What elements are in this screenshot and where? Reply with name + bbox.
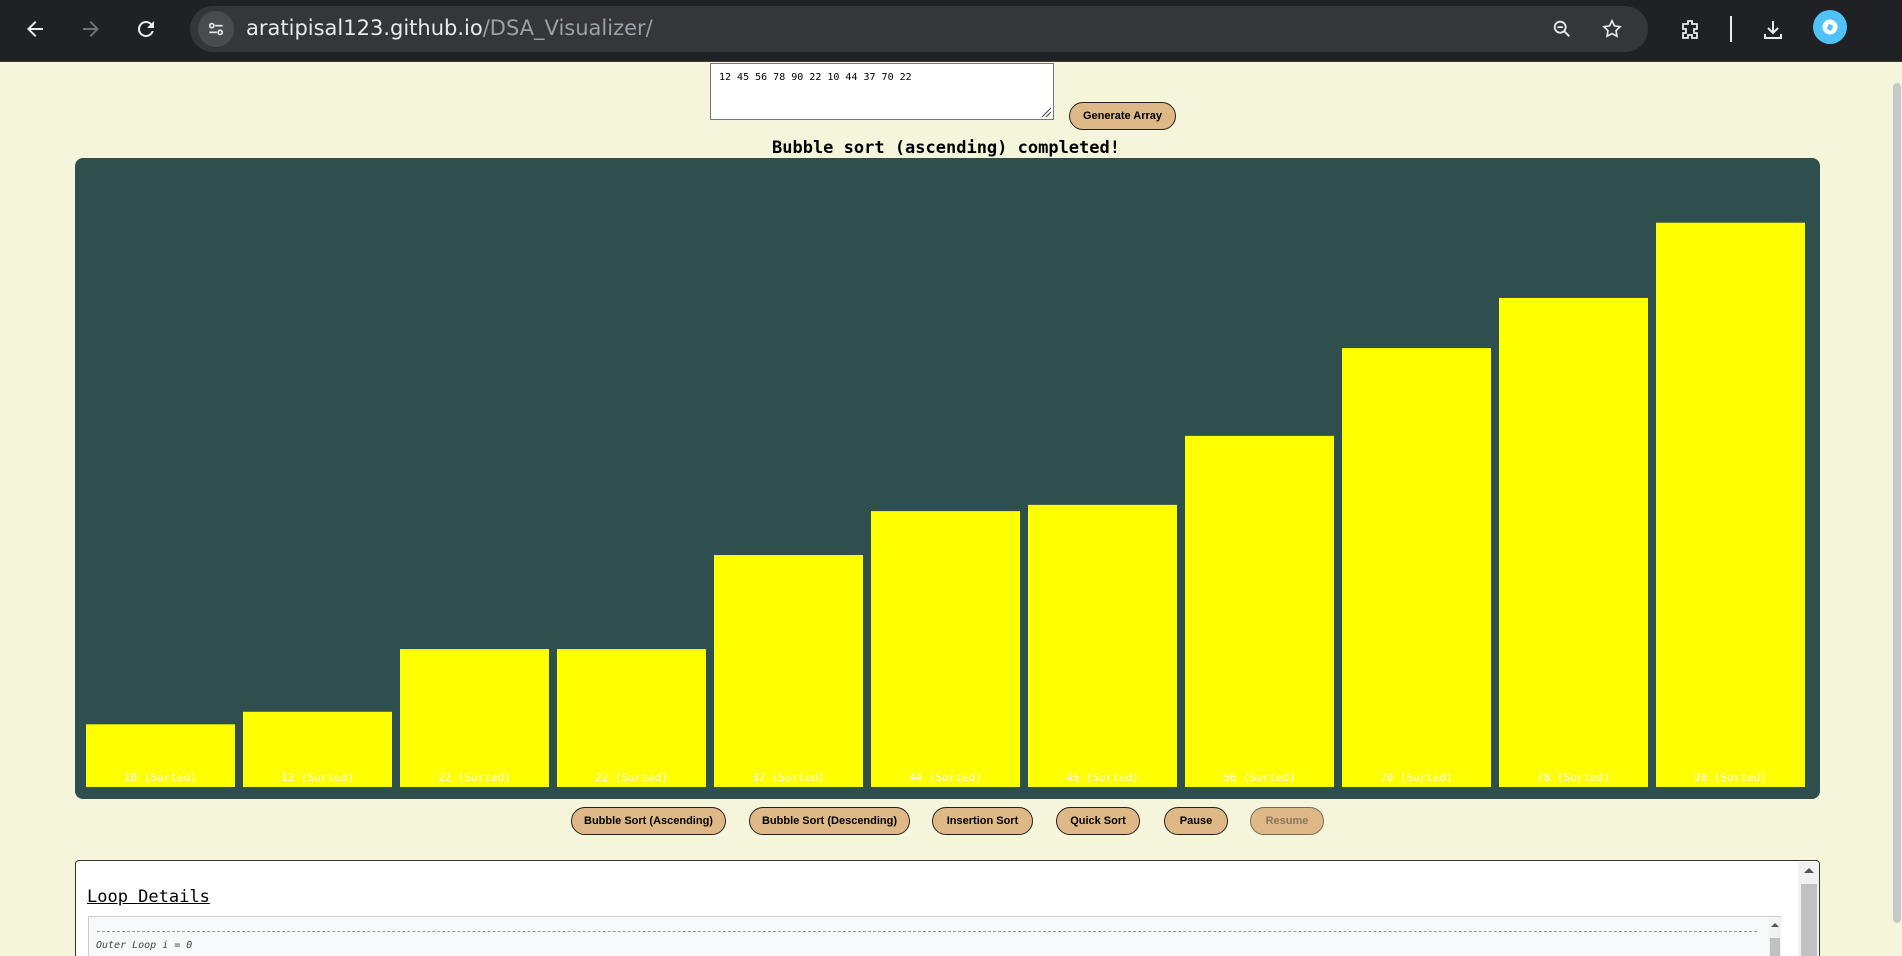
arrow-right-icon [83,21,99,37]
scroll-up-icon[interactable] [1769,919,1781,931]
loop-details-title: Loop Details [87,887,210,907]
bar [1028,504,1177,787]
page-scrollbar[interactable] [1890,63,1902,956]
avatar-icon [1822,19,1838,35]
zoom-icon[interactable] [1548,15,1576,43]
bar-label: 78 (Sorted) [1537,771,1610,784]
log-divider [97,931,1757,932]
bar-label: 44 (Sorted) [909,771,982,784]
url-text: aratipisal123.github.io/DSA_Visualizer/ [246,16,653,40]
bar [1499,297,1648,787]
reload-icon [137,20,154,37]
resume-button[interactable]: Resume [1250,807,1324,835]
bar-label: 22 (Sorted) [595,771,668,784]
array-input[interactable]: 12 45 56 78 90 22 10 44 37 70 22 [710,63,1054,120]
bar-label: 56 (Sorted) [1223,771,1296,784]
download-icon[interactable] [1753,10,1793,50]
toolbar-separator [1730,16,1732,42]
bar [871,511,1020,787]
generate-array-button[interactable]: Generate Array [1069,102,1176,130]
loop-details-panel: Loop Details Outer Loop i = 0 [75,860,1820,956]
resize-grip-icon[interactable] [1040,106,1052,118]
log-line: Outer Loop i = 0 [96,940,193,951]
bar [243,711,392,787]
bar-label: 22 (Sorted) [438,771,511,784]
page-content: 12 45 56 78 90 22 10 44 37 70 22 Generat… [0,63,1902,956]
site-info-icon[interactable] [198,11,234,47]
arrow-left-icon [27,21,43,37]
back-button[interactable] [14,8,56,50]
status-message: Bubble sort (ascending) completed! [772,138,1120,158]
page-scrollbar-thumb[interactable] [1893,83,1901,923]
bar-label: 45 (Sorted) [1066,771,1139,784]
bar-label: 12 (Sorted) [281,771,354,784]
bar-label: 10 (Sorted) [124,771,197,784]
loop-log: Outer Loop i = 0 [88,916,1781,956]
extensions-icon[interactable] [1670,10,1710,50]
bar-label: 70 (Sorted) [1380,771,1453,784]
panel-scrollbar-thumb[interactable] [1801,884,1817,956]
bar-label: 37 (Sorted) [752,771,825,784]
insertion-sort-button[interactable]: Insertion Sort [932,807,1033,835]
quick-sort-button[interactable]: Quick Sort [1056,807,1140,835]
bubble-sort-ascending-button[interactable]: Bubble Sort (Ascending) [571,807,726,835]
bar [1185,435,1334,787]
scroll-up-icon[interactable] [1798,862,1820,878]
log-scrollbar[interactable] [1769,918,1781,956]
panel-scrollbar[interactable] [1798,862,1820,956]
bubble-sort-descending-button[interactable]: Bubble Sort (Descending) [749,807,910,835]
profile-avatar[interactable] [1813,10,1847,44]
browser-toolbar: aratipisal123.github.io/DSA_Visualizer/ [0,0,1902,62]
bar [1656,222,1805,787]
pause-button[interactable]: Pause [1164,807,1228,835]
address-bar[interactable]: aratipisal123.github.io/DSA_Visualizer/ [190,6,1648,52]
bar-chart: 10 (Sorted) 12 (Sorted) 22 (Sorted) 22 (Sor… [75,158,1820,799]
forward-button[interactable] [70,8,112,50]
bar [1342,348,1491,787]
bar [714,555,863,787]
bar [86,724,235,787]
log-scrollbar-thumb[interactable] [1770,938,1780,956]
reload-button[interactable] [125,8,167,50]
bar-label: 90 (Sorted) [1694,771,1767,784]
bookmark-star-icon[interactable] [1598,15,1626,43]
sort-controls: Bubble Sort (Ascending) Bubble Sort (Des… [0,807,1902,837]
bar [557,649,706,787]
bar [400,649,549,787]
bar-chart-svg: 10 (Sorted) 12 (Sorted) 22 (Sorted) 22 (Sor… [86,222,1805,787]
